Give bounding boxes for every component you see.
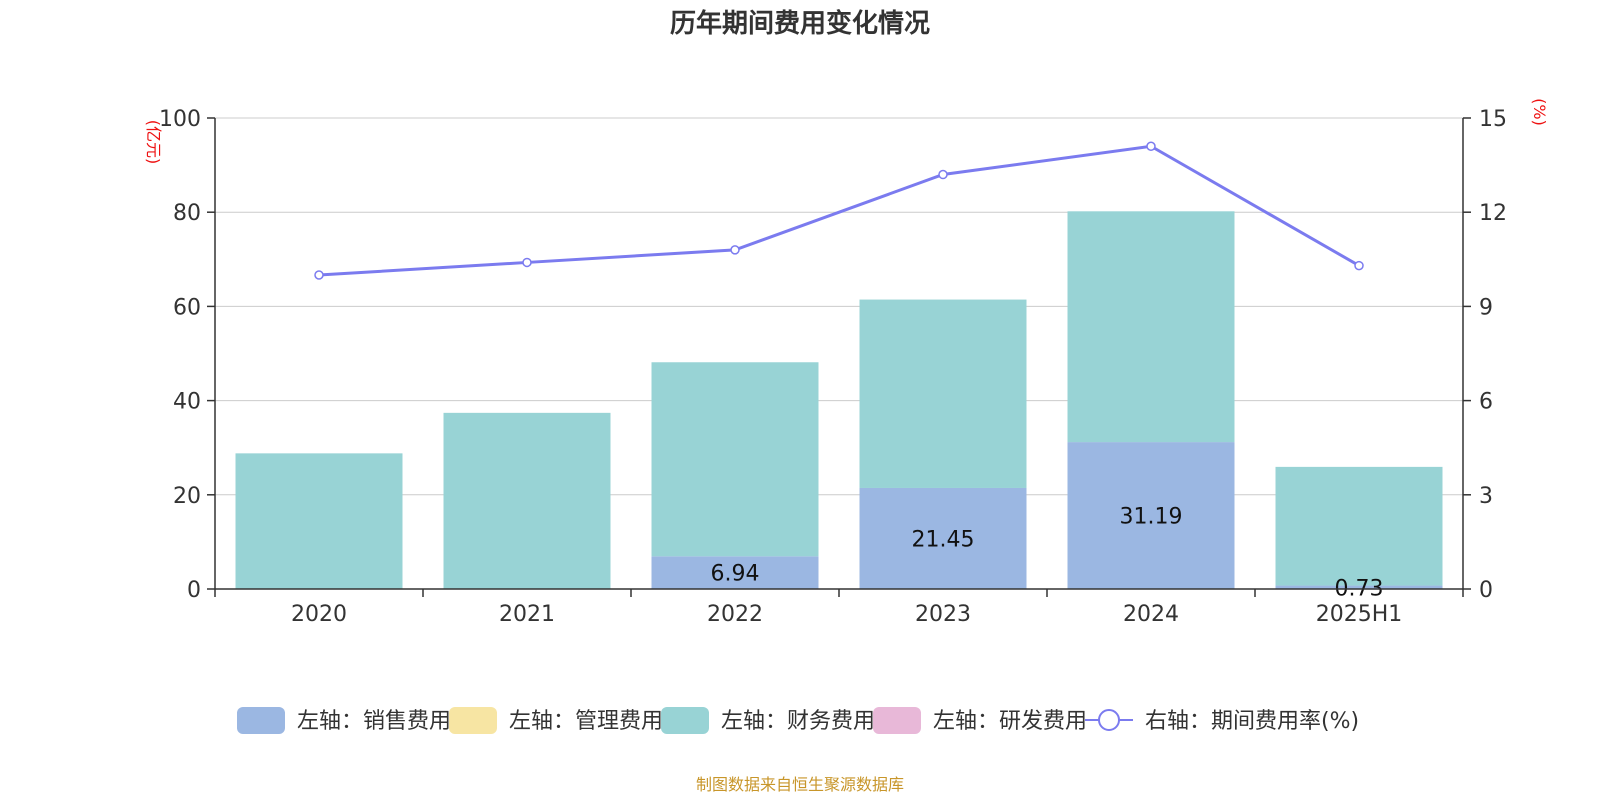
- left-tick-label: 0: [187, 578, 201, 603]
- right-tick-label: 0: [1479, 578, 1493, 603]
- left-tick-label: 80: [173, 201, 201, 226]
- rate-point: [1146, 141, 1156, 152]
- rate-point: [1354, 260, 1364, 271]
- right-tick-label: 9: [1479, 295, 1493, 320]
- legend-swatch: [237, 707, 285, 734]
- x-tick-label: 2022: [707, 602, 763, 627]
- legend-label: 左轴：研发费用: [933, 709, 1087, 734]
- left-tick-label: 40: [173, 390, 201, 415]
- axes: 0 20 40 60 80 100 0 3 6 9 12 15 2020 2021 2022 2023 2024…: [144, 98, 1549, 627]
- rate-point: [314, 270, 324, 280]
- legend-label: 左轴：管理费用: [509, 709, 663, 734]
- legend-swatch: [449, 707, 497, 734]
- bar-finance: [859, 299, 1027, 488]
- left-axis-unit: (亿元): [144, 120, 163, 165]
- chart-title: 历年期间费用变化情况: [670, 8, 930, 39]
- bar-finance: [1067, 211, 1235, 443]
- legend-swatch: [661, 707, 709, 734]
- bar-finance: [443, 412, 611, 589]
- source-note: 制图数据来自恒生聚源数据库: [696, 775, 904, 794]
- x-tick-label: 2020: [291, 602, 347, 627]
- bar-finance: [651, 362, 819, 557]
- legend: 左轴：销售费用 左轴：管理费用 左轴：财务费用 左轴：研发费用 右轴：期间费用率(%): [237, 707, 1359, 734]
- right-tick-label: 15: [1479, 107, 1507, 132]
- bar-finance: [235, 453, 403, 589]
- x-tick-label: 2023: [915, 602, 971, 627]
- bar-sales: [1067, 442, 1235, 589]
- bar-finance: [1275, 466, 1443, 586]
- legend-label: 右轴：期间费用率(%): [1145, 709, 1359, 734]
- right-tick-label: 12: [1479, 201, 1507, 226]
- left-tick-label: 60: [173, 295, 201, 320]
- data-label-sales: 21.45: [912, 527, 975, 552]
- rate-line: [314, 141, 1364, 280]
- bar-sales: [1275, 585, 1443, 589]
- left-tick-label: 100: [159, 107, 201, 132]
- x-tick-label: 2021: [499, 602, 555, 627]
- legend-circle-swatch: [1098, 709, 1120, 731]
- x-tick-label: 2025H1: [1316, 602, 1403, 627]
- legend-swatch: [873, 707, 921, 734]
- right-tick-label: 3: [1479, 484, 1493, 509]
- left-tick-label: 20: [173, 484, 201, 509]
- rate-point: [730, 245, 740, 255]
- rate-line-path: [318, 144, 1360, 277]
- rate-point: [938, 169, 948, 180]
- rate-point: [522, 257, 532, 268]
- legend-label: 左轴：财务费用: [721, 709, 875, 734]
- grid-lines: [215, 117, 1463, 496]
- bar-sales: [859, 487, 1027, 589]
- x-tick-label: 2024: [1123, 602, 1179, 627]
- data-label-sales: 6.94: [711, 562, 760, 587]
- bar-sales: [651, 556, 819, 589]
- data-label-sales: 31.19: [1120, 505, 1183, 530]
- right-axis-unit: (%): [1530, 98, 1549, 126]
- right-tick-label: 6: [1479, 390, 1493, 415]
- legend-label: 左轴：销售费用: [297, 709, 451, 734]
- bars: [235, 211, 1443, 589]
